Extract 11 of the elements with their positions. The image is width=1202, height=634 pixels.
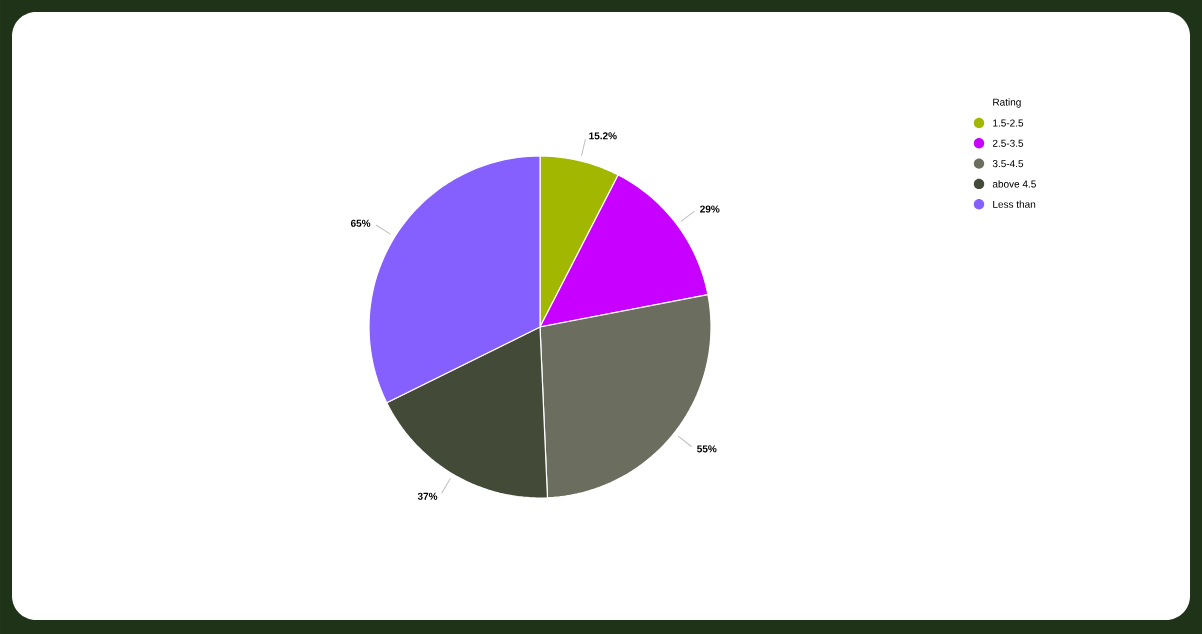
legend-label: 3.5-4.5 [992,160,1024,168]
legend-label: Less than [993,200,1036,208]
data-label: 15.2% [589,132,617,140]
data-label: 65% [350,219,371,227]
legend-label: 2.5-3.5 [992,139,1024,147]
legend-label: 1.5-2.5 [993,119,1024,127]
data-label: 55% [697,445,717,453]
legend-title: Rating [993,98,1021,108]
legend-label: above 4.5 [992,180,1036,188]
data-label: 37% [417,492,438,500]
data-label: 29% [700,205,720,213]
